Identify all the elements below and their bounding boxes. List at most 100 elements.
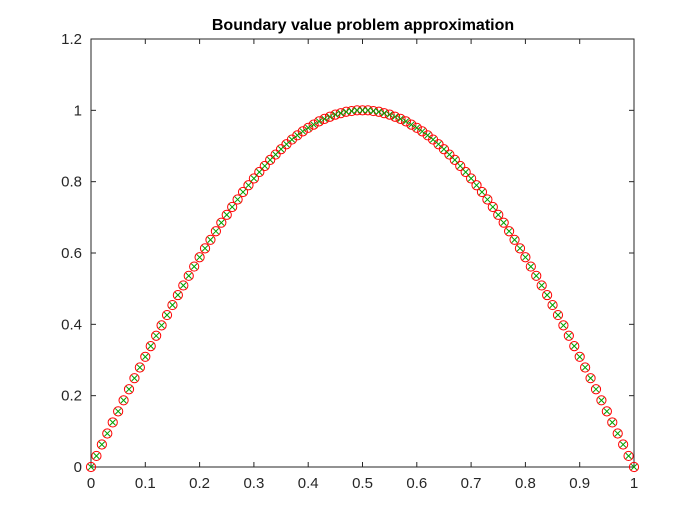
cross-data-point	[619, 441, 627, 448]
circle-data-point	[259, 160, 270, 172]
circle-data-point	[558, 320, 569, 331]
circle-data-point	[178, 280, 189, 291]
cross-data-point	[549, 301, 556, 309]
circle-data-point	[417, 126, 428, 137]
cross-data-point	[294, 132, 301, 139]
circle-data-point	[504, 226, 515, 237]
circle-data-point	[123, 384, 135, 395]
cross-data-point	[98, 441, 106, 448]
circle-data-point	[107, 417, 118, 428]
cross-data-point	[256, 168, 263, 176]
plot-area: 0 0.1 0.2 0.3 0.4 0.5 0.6 0.7 0.8 0.9 1 0 0.2 0.4 0.6 0…	[61, 31, 640, 492]
cross-data-point	[419, 128, 426, 135]
cross-data-point	[353, 107, 361, 114]
y-tick-label: 0.4	[61, 316, 82, 333]
cross-data-point	[413, 124, 420, 131]
circle-data-point	[466, 173, 477, 184]
circle-data-point	[580, 362, 591, 373]
y-tick-label: 0.8	[61, 174, 82, 191]
cross-data-point	[142, 353, 149, 360]
cross-data-point	[391, 113, 399, 120]
cross-data-point	[364, 107, 372, 114]
circle-data-point	[607, 417, 618, 428]
cross-data-point	[581, 364, 589, 371]
cross-data-point	[261, 162, 268, 170]
cross-data-point	[234, 196, 241, 203]
cross-data-point	[153, 332, 160, 339]
cross-data-point	[370, 107, 377, 115]
circle-data-point	[324, 111, 336, 122]
circle-data-point	[542, 289, 553, 301]
circle-data-point	[248, 173, 259, 184]
circle-data-point	[227, 201, 238, 213]
cross-data-point	[625, 452, 632, 460]
cross-data-point	[207, 236, 214, 243]
circle-data-point	[270, 149, 281, 160]
cross-data-point	[505, 228, 513, 235]
y-tick-label: 1.2	[61, 31, 82, 48]
cross-data-point	[337, 110, 344, 117]
cross-data-point	[435, 141, 442, 148]
cross-data-point	[516, 245, 524, 252]
circle-data-point	[194, 252, 205, 263]
circle-data-point	[172, 289, 183, 301]
cross-data-point	[223, 211, 230, 218]
cross-data-point	[315, 118, 323, 125]
cross-data-point	[218, 219, 225, 226]
cross-data-point	[375, 108, 382, 115]
cross-data-point	[114, 408, 122, 415]
circle-data-point	[102, 428, 113, 439]
circle-data-point	[151, 330, 162, 341]
cross-data-point	[180, 282, 187, 289]
cross-data-point	[381, 110, 388, 117]
circle-data-point	[156, 320, 167, 331]
circle-data-point	[210, 226, 221, 237]
cross-data-point	[500, 219, 507, 226]
circle-data-point	[145, 340, 156, 352]
cross-data-point	[587, 375, 594, 382]
cross-data-point	[109, 419, 116, 426]
circle-data-point	[134, 362, 145, 373]
cross-data-point	[147, 342, 154, 350]
circle-data-point	[618, 439, 629, 450]
cross-data-point	[543, 291, 551, 299]
cross-data-point	[484, 196, 491, 203]
cross-data-point	[495, 211, 502, 218]
circle-data-point	[471, 180, 482, 191]
cross-data-point	[136, 364, 144, 371]
cross-data-point	[321, 115, 328, 123]
circle-data-point	[498, 217, 509, 228]
cross-data-point	[272, 151, 279, 158]
cross-data-point	[267, 156, 274, 164]
cross-data-point	[446, 151, 453, 158]
circle-data-point	[438, 144, 450, 155]
circle-data-point	[389, 111, 401, 122]
cross-data-point	[397, 115, 404, 123]
cross-data-point	[609, 419, 616, 426]
cross-data-point	[429, 136, 437, 143]
circle-data-point	[140, 351, 151, 362]
x-tick-label: 0.6	[406, 475, 427, 492]
circle-data-point	[161, 309, 173, 321]
cross-data-point	[630, 463, 638, 471]
circle-data-point	[91, 450, 102, 462]
cross-data-point	[462, 168, 469, 176]
circle-data-point	[85, 461, 97, 473]
y-tick-label: 0	[74, 459, 82, 476]
circle-data-point	[520, 252, 531, 263]
cross-data-point	[424, 132, 431, 139]
circle-data-point	[96, 439, 107, 450]
cross-data-point	[538, 282, 545, 289]
circle-data-point	[189, 261, 200, 272]
cross-data-point	[201, 245, 209, 252]
x-tick-label: 0.4	[298, 475, 319, 492]
cross-data-point	[440, 146, 448, 153]
circle-data-point	[129, 373, 140, 384]
circle-data-point	[411, 122, 422, 133]
cross-data-point	[305, 124, 312, 131]
circle-data-point	[113, 406, 124, 417]
circle-data-point	[216, 217, 227, 228]
cross-data-point	[288, 136, 296, 143]
x-tick-label: 0	[87, 475, 95, 492]
y-tick-label: 0.6	[61, 245, 82, 262]
